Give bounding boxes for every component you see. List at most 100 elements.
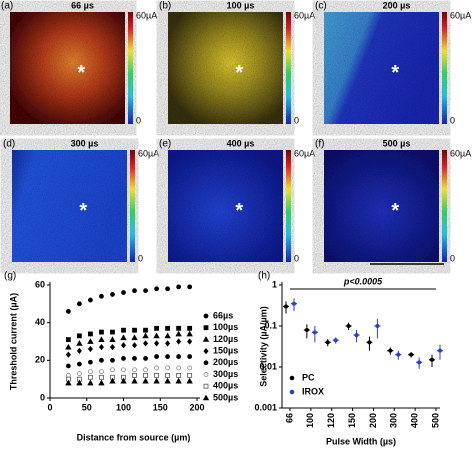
point <box>292 301 296 306</box>
point <box>187 372 193 378</box>
x-tick-label: 100 <box>116 402 131 412</box>
point <box>131 334 138 341</box>
legend-label: 120µs <box>213 334 238 344</box>
colorbar-min: 0 <box>450 115 455 125</box>
panel-title: 400 µs <box>227 138 255 148</box>
panel-label: (f) <box>315 139 324 150</box>
y-tick-label: 20 <box>35 355 45 365</box>
panel-label: (c) <box>315 1 327 12</box>
heatmap <box>10 12 125 124</box>
colorbar <box>286 12 291 124</box>
point <box>77 371 82 376</box>
colorbar <box>128 12 133 124</box>
legend-marker <box>203 383 209 389</box>
point <box>154 365 159 371</box>
panel-title: 200 µs <box>383 0 411 10</box>
point <box>165 372 171 378</box>
point <box>143 340 149 347</box>
y-tick-label: 0.01 <box>259 361 277 371</box>
heatmap <box>168 150 283 262</box>
colorbar <box>442 12 447 124</box>
y-tick-label: 0 <box>40 392 45 402</box>
point <box>76 379 83 386</box>
colorbar <box>442 150 447 262</box>
point <box>77 301 82 307</box>
y-axis-label: Threshold current (µA) <box>8 293 18 390</box>
point <box>65 337 71 343</box>
point <box>132 367 137 373</box>
point <box>132 356 137 361</box>
point <box>143 372 148 378</box>
legend-label: PC <box>302 372 315 382</box>
panel-title: 300 µs <box>71 138 99 148</box>
panel-label: (h) <box>258 271 270 282</box>
point <box>417 360 422 365</box>
point <box>187 365 193 371</box>
point <box>65 379 72 386</box>
point <box>186 330 193 337</box>
panel-label: (g) <box>4 271 16 282</box>
point <box>409 352 414 357</box>
point <box>88 359 93 365</box>
legend-label: 300µs <box>213 369 238 379</box>
legend-label: IROX <box>302 386 324 396</box>
point <box>176 284 182 290</box>
panel-title: 66 µs <box>71 0 94 10</box>
panel-label: (b) <box>159 1 171 12</box>
legend-label: 200µs <box>213 357 238 367</box>
point <box>176 365 182 371</box>
colorbar-min: 0 <box>136 115 141 125</box>
point <box>120 377 127 384</box>
point <box>65 308 71 314</box>
point <box>187 354 193 359</box>
panel-label: (d) <box>3 139 15 150</box>
point <box>121 356 126 361</box>
point <box>176 325 182 331</box>
point <box>99 293 104 299</box>
x-tick-label: 66 <box>284 413 294 423</box>
legend-marker <box>203 313 209 319</box>
point <box>76 340 83 346</box>
heatmap <box>324 12 439 124</box>
point <box>120 342 127 349</box>
legend-marker <box>203 372 209 377</box>
point <box>154 325 159 331</box>
point <box>186 377 193 384</box>
point <box>176 354 182 359</box>
point <box>77 333 82 339</box>
colorbar-max: 60µA <box>294 10 315 20</box>
point <box>438 348 442 353</box>
x-tick-label: 400 <box>410 413 420 428</box>
colorbar-min: 0 <box>294 115 299 125</box>
point <box>121 327 126 333</box>
panel-title: 100 µs <box>227 0 255 10</box>
point <box>143 288 148 294</box>
point <box>121 367 126 373</box>
point <box>187 284 193 290</box>
point <box>132 372 137 378</box>
point <box>430 357 434 362</box>
point <box>120 334 127 341</box>
colorbar-max: 60µA <box>450 10 471 20</box>
point <box>164 377 171 384</box>
point <box>88 331 93 337</box>
center-marker: * <box>235 62 243 84</box>
x-tick-label: 50 <box>82 402 92 412</box>
point <box>65 363 71 369</box>
point <box>143 367 148 373</box>
legend-marker <box>203 325 209 331</box>
point <box>88 369 93 375</box>
point <box>87 345 93 353</box>
center-marker: * <box>391 62 399 84</box>
heatmap <box>12 150 127 262</box>
point <box>88 297 93 303</box>
y-tick-label: 0.1 <box>264 320 277 330</box>
x-tick-label: 100 <box>305 413 315 428</box>
point <box>187 325 193 331</box>
point <box>346 324 351 328</box>
colorbar-min: 0 <box>294 253 299 263</box>
x-axis-label: Distance from source (µm) <box>77 432 191 442</box>
point <box>176 372 182 378</box>
colorbar-max: 60µA <box>138 148 159 158</box>
